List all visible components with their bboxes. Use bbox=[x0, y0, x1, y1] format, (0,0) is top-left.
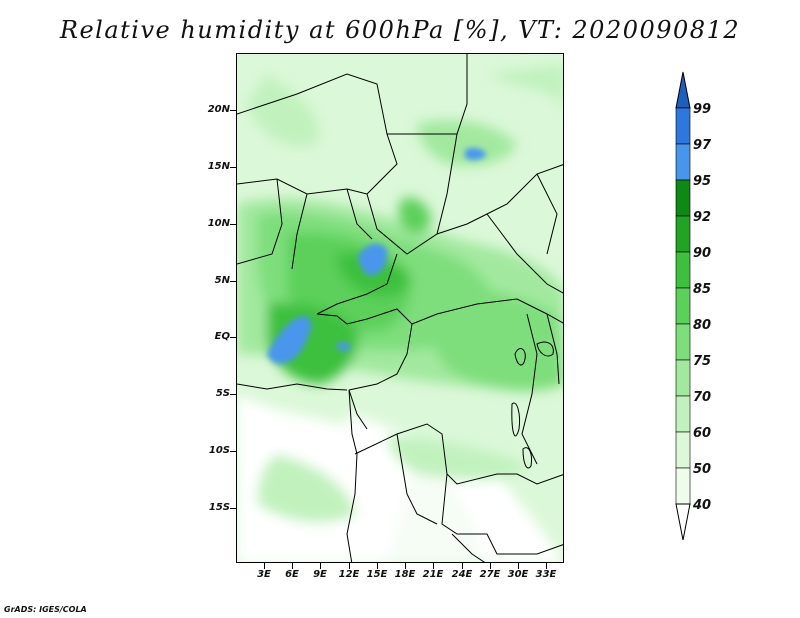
x-label-18e: 18E bbox=[394, 569, 416, 580]
colorbar-segment bbox=[675, 287, 691, 325]
x-tick bbox=[349, 563, 350, 569]
y-tick bbox=[230, 110, 236, 111]
y-label-5n: 5N bbox=[214, 275, 230, 286]
y-tick bbox=[230, 451, 236, 452]
lake-outlines bbox=[511, 341, 554, 469]
x-label-3e: 3E bbox=[257, 569, 271, 580]
colorbar-segment bbox=[675, 179, 691, 217]
colorbar-segment bbox=[675, 251, 691, 289]
y-tick bbox=[230, 508, 236, 509]
colorbar-segment bbox=[675, 323, 691, 361]
country-borders bbox=[237, 54, 563, 562]
colorbar-label-90: 90 bbox=[693, 246, 712, 261]
x-tick bbox=[490, 563, 491, 569]
colorbar-label-85: 85 bbox=[693, 282, 712, 297]
colorbar-segment bbox=[675, 143, 691, 181]
x-tick bbox=[546, 563, 547, 569]
y-label-eq: EQ bbox=[214, 331, 230, 342]
colorbar-label-70: 70 bbox=[693, 390, 712, 405]
colorbar-segment bbox=[675, 431, 691, 469]
x-label-9e: 9E bbox=[313, 569, 327, 580]
x-tick bbox=[264, 563, 265, 569]
colorbar-segment bbox=[675, 395, 691, 433]
colorbar-segments bbox=[675, 71, 691, 541]
footer-credit: GrADS: IGES/COLA bbox=[4, 605, 87, 614]
colorbar-segment bbox=[675, 215, 691, 253]
x-label-33e: 33E bbox=[535, 569, 557, 580]
y-label-10s: 10S bbox=[208, 445, 230, 456]
colorbar-label-60: 60 bbox=[693, 426, 712, 441]
x-label-12e: 12E bbox=[338, 569, 360, 580]
x-label-15e: 15E bbox=[366, 569, 388, 580]
x-label-6e: 6E bbox=[285, 569, 299, 580]
y-tick bbox=[230, 394, 236, 395]
colorbar-label-95: 95 bbox=[693, 174, 712, 189]
y-tick bbox=[230, 281, 236, 282]
colorbar-label-97: 97 bbox=[693, 138, 712, 153]
colorbar-segment bbox=[675, 467, 691, 505]
y-label-5s: 5S bbox=[215, 388, 230, 399]
y-label-10n: 10N bbox=[207, 218, 230, 229]
colorbar-bottom-arrow bbox=[675, 503, 691, 541]
colorbar-label-92: 92 bbox=[693, 210, 712, 225]
x-label-24e: 24E bbox=[451, 569, 473, 580]
x-tick bbox=[518, 563, 519, 569]
colorbar-label-99: 99 bbox=[693, 102, 712, 117]
x-tick bbox=[320, 563, 321, 569]
y-label-20n: 20N bbox=[207, 104, 230, 115]
colorbar-label-75: 75 bbox=[693, 354, 712, 369]
x-label-30e: 30E bbox=[507, 569, 529, 580]
colorbar-label-40: 40 bbox=[693, 498, 712, 513]
map-title: Relative humidity at 600hPa [%], VT: 202… bbox=[59, 16, 741, 44]
y-tick bbox=[230, 337, 236, 338]
y-label-15n: 15N bbox=[207, 161, 230, 172]
x-label-27e: 27E bbox=[479, 569, 501, 580]
x-tick bbox=[462, 563, 463, 569]
colorbar-segment bbox=[675, 107, 691, 145]
colorbar-label-50: 50 bbox=[693, 462, 712, 477]
humidity-map bbox=[236, 53, 564, 563]
x-tick bbox=[433, 563, 434, 569]
x-label-21e: 21E bbox=[422, 569, 444, 580]
colorbar-label-80: 80 bbox=[693, 318, 712, 333]
colorbar-top-arrow bbox=[675, 71, 691, 109]
y-tick bbox=[230, 224, 236, 225]
x-tick bbox=[377, 563, 378, 569]
colorbar-segment bbox=[675, 359, 691, 397]
y-label-15s: 15S bbox=[208, 502, 230, 513]
humidity-field-svg bbox=[237, 54, 563, 562]
x-tick bbox=[405, 563, 406, 569]
x-tick bbox=[292, 563, 293, 569]
y-tick bbox=[230, 167, 236, 168]
